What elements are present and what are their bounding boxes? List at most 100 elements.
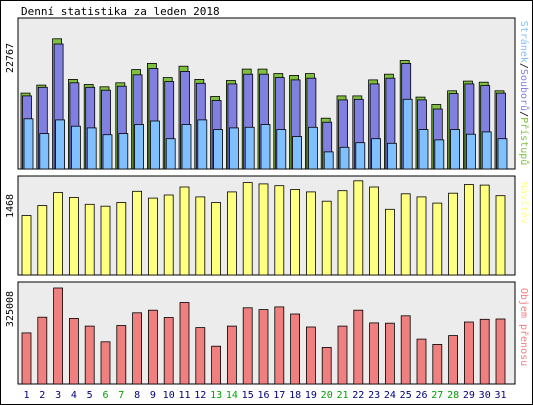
day-label: 14 (226, 390, 238, 401)
pages-bar (307, 126, 318, 170)
pages-bar (23, 118, 34, 170)
visits-y-max-label: 1468 (5, 194, 16, 218)
traffic-bar (163, 317, 174, 385)
pages-bar (213, 129, 224, 170)
traffic-bar (53, 287, 63, 385)
day-label: 29 (463, 390, 475, 401)
visits-bar (479, 184, 490, 276)
hits-panel: 22767 Stránek/Souborů/Přístupů (5, 17, 530, 170)
pages-bar (497, 138, 508, 170)
traffic-bar (495, 318, 506, 385)
day-label: 9 (150, 390, 156, 401)
pages-bar (39, 133, 50, 170)
day-label: 20 (321, 390, 333, 401)
visits-bar (132, 190, 143, 276)
visits-bar (258, 183, 269, 276)
pages-bar (244, 126, 255, 170)
day-label: 26 (415, 390, 427, 401)
pages-bar (355, 142, 366, 170)
traffic-bar (226, 325, 237, 385)
pages-bar (418, 129, 429, 170)
visits-bar (400, 193, 411, 276)
traffic-bar (116, 325, 127, 385)
pages-bar (71, 125, 81, 170)
visits-bar (37, 205, 48, 276)
pages-bar (371, 138, 382, 170)
hits-bars (20, 38, 508, 170)
pages-bar (323, 151, 334, 170)
traffic-bar (37, 316, 48, 385)
pages-bar (292, 136, 303, 170)
pages-bar (165, 138, 176, 170)
visits-bar (100, 205, 111, 276)
pages-bar (86, 127, 97, 170)
day-label: 12 (194, 390, 206, 401)
traffic-legend-label: Objem přenosu (518, 288, 530, 366)
day-labels: 1 2 3 4 5 6 7 8 9 10 11 12 13 14 15 16 17 18 19 20 21 22 23 24 2… (23, 390, 506, 401)
day-label: 22 (352, 390, 364, 401)
traffic-bars (21, 287, 506, 385)
pages-bar (228, 127, 239, 170)
pages-bar (134, 124, 145, 170)
traffic-bar (384, 322, 395, 385)
traffic-bar (321, 346, 332, 385)
pages-bar (149, 120, 160, 170)
day-label: 25 (400, 390, 412, 401)
traffic-bar (369, 322, 380, 385)
traffic-bar (448, 335, 459, 385)
pages-bar (276, 129, 287, 170)
pages-bar (481, 131, 492, 170)
traffic-bar (479, 318, 490, 385)
traffic-bar (274, 306, 285, 385)
visits-bar (226, 191, 237, 276)
day-label: 27 (431, 390, 443, 401)
visits-bar (495, 195, 506, 276)
pages-bar (386, 142, 397, 170)
day-label: 4 (71, 390, 77, 401)
traffic-y-max-label: 325008 (5, 291, 16, 327)
visits-bar (432, 202, 443, 276)
legend-separator: / (518, 111, 529, 117)
day-label: 24 (384, 390, 396, 401)
visits-bar (290, 189, 301, 276)
visits-bar (384, 208, 395, 276)
pages-bar (465, 133, 476, 170)
traffic-bar (400, 315, 411, 385)
visits-bar (69, 197, 79, 276)
files-legend-label: Souborů (518, 69, 530, 111)
hits-legend-label: Přístupů (518, 117, 530, 165)
traffic-bar (195, 327, 206, 385)
traffic-bar (211, 345, 222, 385)
day-label: 10 (163, 390, 175, 401)
traffic-bar (21, 332, 32, 385)
visits-bar (84, 203, 95, 276)
visits-legend-label: Návštěv (518, 182, 530, 224)
traffic-bar (100, 341, 111, 385)
pages-bar (55, 119, 65, 170)
visits-panel: 1468 Návštěv (5, 175, 530, 276)
traffic-bar (147, 309, 158, 385)
traffic-bar (69, 317, 79, 385)
day-label: 17 (273, 390, 285, 401)
pages-bar (118, 133, 129, 170)
visits-bars (21, 180, 506, 276)
visits-bar (53, 192, 63, 276)
traffic-bar (432, 343, 443, 385)
traffic-bar (416, 338, 427, 385)
visits-bar (369, 186, 380, 276)
visits-bar (179, 186, 190, 276)
day-label: 3 (55, 390, 61, 401)
traffic-bar (290, 313, 301, 385)
day-label: 28 (447, 390, 459, 401)
day-label: 8 (134, 390, 140, 401)
pages-bar (402, 98, 413, 170)
pages-bar (181, 124, 192, 170)
traffic-bar (84, 325, 95, 385)
visits-bar (463, 184, 474, 276)
pages-bar (197, 119, 208, 170)
day-label: 16 (257, 390, 269, 401)
visits-bar (448, 192, 459, 276)
day-label: 31 (494, 390, 506, 401)
visits-bar (116, 202, 127, 276)
